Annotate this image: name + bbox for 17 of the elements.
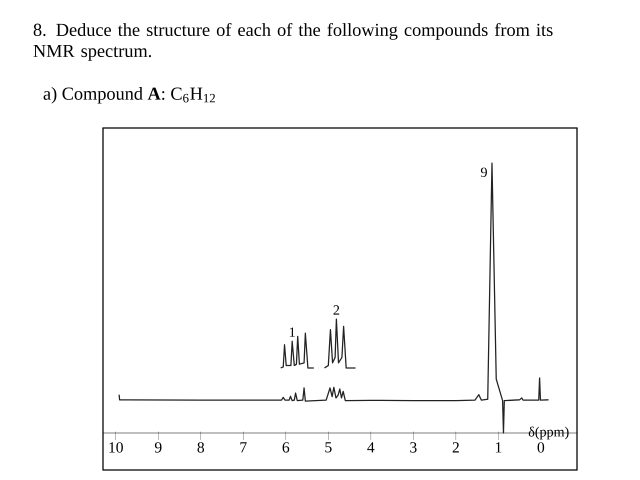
x-tick-label: 7 (240, 442, 247, 452)
x-tick-label: 0 (538, 442, 544, 453)
x-tick-label: 1 (496, 442, 502, 452)
x-tick-label: 6 (282, 442, 290, 453)
x-tick-label: 8 (198, 442, 204, 453)
annotation: 9 (480, 168, 487, 178)
x-tick-label: 3 (410, 442, 417, 453)
x-axis-title: δ(ppm) (528, 426, 569, 440)
chart-title: 8. Deduce the structure of each of the following compounds from its NMR spectrum. (34, 22, 553, 61)
chart-subtitle: a) Compound A: C$_{6}$H$_{12}$ (44, 86, 215, 104)
x-tick-label: 10 (109, 442, 123, 453)
annotation: 1 (290, 327, 295, 337)
x-tick-label: 2 (452, 442, 459, 452)
x-tick-label: 4 (367, 442, 374, 452)
x-tick-label: 5 (325, 442, 332, 452)
annotation: 2 (333, 305, 340, 315)
x-tick-label: 9 (154, 442, 162, 453)
